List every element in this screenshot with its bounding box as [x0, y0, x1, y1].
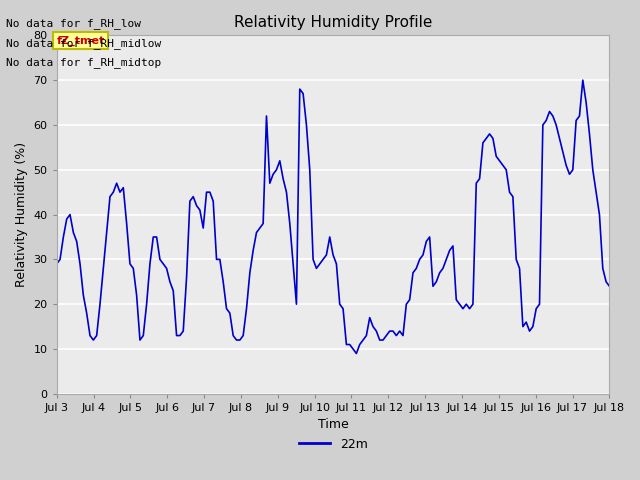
Text: fZ_tmet: fZ_tmet: [57, 36, 105, 46]
Legend: 22m: 22m: [294, 432, 372, 456]
Text: No data for f_RH_midtop: No data for f_RH_midtop: [6, 57, 162, 68]
Text: No data for f_RH_midlow: No data for f_RH_midlow: [6, 37, 162, 48]
Y-axis label: Relativity Humidity (%): Relativity Humidity (%): [15, 142, 28, 287]
Title: Relativity Humidity Profile: Relativity Humidity Profile: [234, 15, 432, 30]
Text: No data for f_RH_low: No data for f_RH_low: [6, 18, 141, 29]
X-axis label: Time: Time: [317, 419, 348, 432]
